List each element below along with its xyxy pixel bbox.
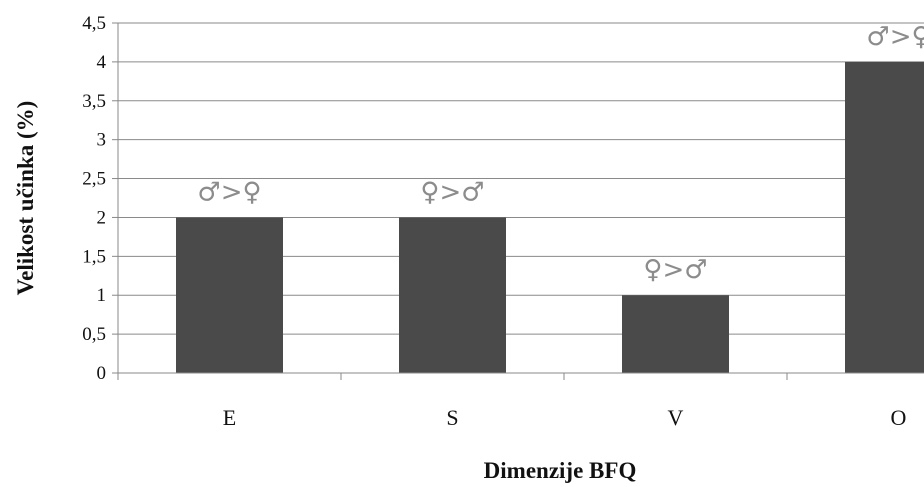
bar-s bbox=[399, 217, 506, 373]
y-tick-label: 0,5 bbox=[82, 324, 106, 345]
bar-o bbox=[845, 61, 924, 374]
bar-annotation: ♀>♂ bbox=[643, 255, 707, 285]
x-tick-label: O bbox=[891, 405, 907, 430]
y-tick-label: 1 bbox=[97, 285, 107, 306]
bar-e bbox=[176, 217, 283, 373]
y-tick-label: 0 bbox=[97, 363, 107, 384]
y-tick-label: 2 bbox=[97, 207, 107, 228]
y-axis-title: Velikost učinka (%) bbox=[13, 101, 38, 296]
bar-annotation: ♀>♂ bbox=[420, 177, 484, 207]
axes bbox=[117, 23, 924, 374]
y-tick-label: 4,5 bbox=[82, 13, 106, 34]
x-tick-label: V bbox=[668, 405, 684, 430]
bar-annotation: ♂>♀ bbox=[197, 177, 261, 207]
bars bbox=[176, 61, 924, 374]
x-tick-label: E bbox=[223, 405, 236, 430]
y-tick-label: 3 bbox=[97, 130, 107, 151]
y-tick-label: 1,5 bbox=[82, 246, 106, 267]
y-tick-labels: 0 0,5 1 1,5 2 2,5 3 3,5 4 4,5 bbox=[82, 13, 118, 384]
bar-v bbox=[622, 295, 729, 373]
y-tick-label: 2,5 bbox=[82, 169, 106, 190]
bar-annotation: ♂>♀ bbox=[866, 22, 924, 52]
y-tick-label: 3,5 bbox=[82, 91, 106, 112]
annotations: ♂>♀ ♀>♂ ♀>♂ ♂>♀ bbox=[197, 22, 924, 285]
x-axis-title: Dimenzije BFQ bbox=[484, 458, 637, 483]
y-tick-label: 4 bbox=[97, 52, 107, 73]
x-tick-label: S bbox=[446, 405, 458, 430]
